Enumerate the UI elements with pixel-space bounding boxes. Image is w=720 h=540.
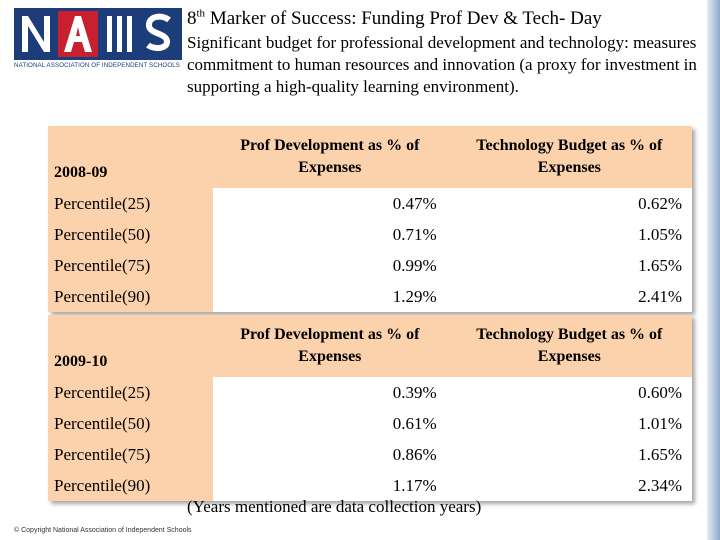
prof-dev-value: 0.99%: [212, 250, 447, 281]
nais-logo: [14, 8, 182, 60]
column-header-technology: Technology Budget as % of Expenses: [446, 126, 692, 188]
table-row: Percentile(90) 1.17% 2.34%: [48, 470, 692, 501]
prof-dev-value: 0.61%: [212, 408, 447, 439]
column-header-technology: Technology Budget as % of Expenses: [446, 315, 692, 377]
table-row: Percentile(75) 0.86% 1.65%: [48, 439, 692, 470]
logo-caption: NATIONAL ASSOCIATION OF INDEPENDENT SCHO…: [14, 62, 181, 69]
year-label: 2008-09: [48, 126, 213, 188]
table-row: Percentile(90) 1.29% 2.41%: [48, 281, 692, 312]
table-row: Percentile(50) 0.61% 1.01%: [48, 408, 692, 439]
table-row: Percentile(50) 0.71% 1.05%: [48, 219, 692, 250]
table-header-row: 2009-10 Prof Development as % of Expense…: [48, 315, 692, 377]
percentile-label: Percentile(90): [48, 470, 213, 501]
technology-value: 0.62%: [446, 188, 692, 219]
percentile-label: Percentile(75): [48, 439, 213, 470]
copyright-footer: © Copyright National Association of Inde…: [14, 527, 192, 534]
table-row: Percentile(75) 0.99% 1.65%: [48, 250, 692, 281]
technology-value: 2.34%: [446, 470, 692, 501]
percentile-label: Percentile(90): [48, 281, 213, 312]
table-row: Percentile(25) 0.47% 0.62%: [48, 188, 692, 219]
column-header-prof-dev: Prof Development as % of Expenses: [212, 126, 447, 188]
technology-value: 1.65%: [446, 439, 692, 470]
prof-dev-value: 0.71%: [212, 219, 447, 250]
percentile-label: Percentile(50): [48, 219, 213, 250]
table-2008-09: 2008-09 Prof Development as % of Expense…: [48, 126, 692, 312]
footnote: (Years mentioned are data collection yea…: [187, 497, 482, 516]
prof-dev-value: 0.86%: [212, 439, 447, 470]
percentile-label: Percentile(75): [48, 250, 213, 281]
prof-dev-value: 1.29%: [212, 281, 447, 312]
year-label: 2009-10: [48, 315, 213, 377]
percentile-label: Percentile(50): [48, 408, 213, 439]
technology-value: 2.41%: [446, 281, 692, 312]
table-header-row: 2008-09 Prof Development as % of Expense…: [48, 126, 692, 188]
percentile-label: Percentile(25): [48, 377, 213, 408]
prof-dev-value: 1.17%: [212, 470, 447, 501]
technology-value: 1.65%: [446, 250, 692, 281]
page-subtitle: Significant budget for professional deve…: [187, 33, 697, 96]
technology-value: 1.05%: [446, 219, 692, 250]
technology-value: 0.60%: [446, 377, 692, 408]
decorative-side-bar: [707, 0, 720, 540]
prof-dev-value: 0.39%: [212, 377, 447, 408]
column-header-prof-dev: Prof Development as % of Expenses: [212, 315, 447, 377]
table-2009-10: 2009-10 Prof Development as % of Expense…: [48, 315, 692, 501]
technology-value: 1.01%: [446, 408, 692, 439]
prof-dev-value: 0.47%: [212, 188, 447, 219]
percentile-label: Percentile(25): [48, 188, 213, 219]
table-row: Percentile(25) 0.39% 0.60%: [48, 377, 692, 408]
page-title: 8th Marker of Success: Funding Prof Dev …: [187, 7, 602, 29]
